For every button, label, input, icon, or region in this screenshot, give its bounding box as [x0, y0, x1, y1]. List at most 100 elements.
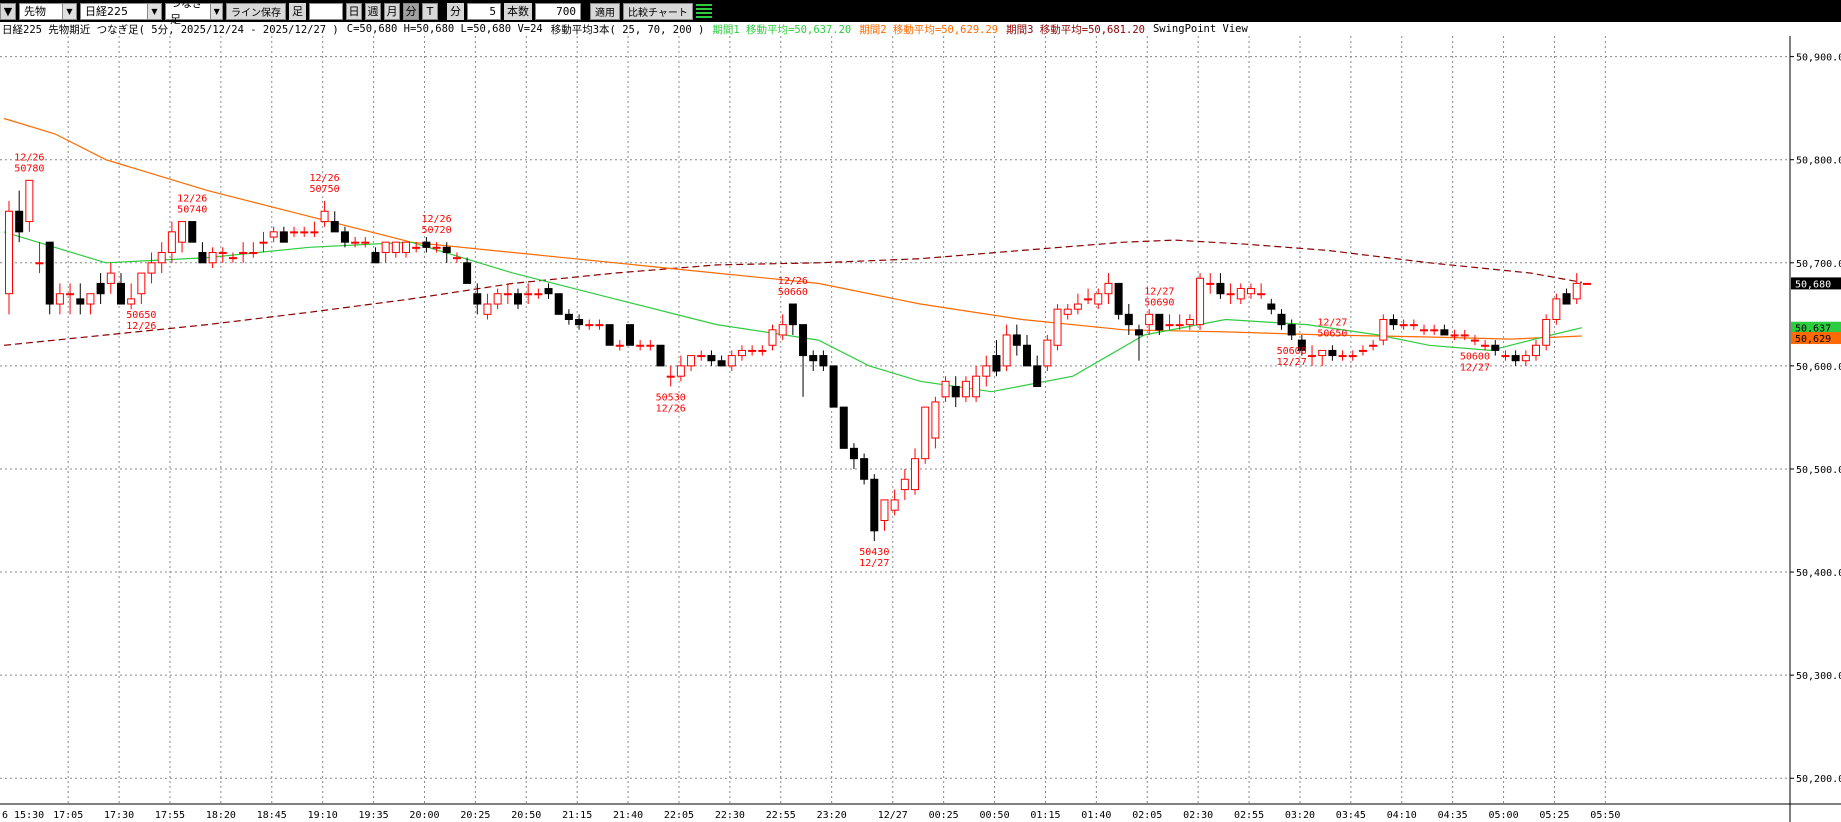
x-tick-label: 04:35 [1438, 810, 1468, 821]
swing-point-price: 50720 [422, 225, 452, 236]
candle-body [218, 251, 227, 254]
symbol-select[interactable]: 日経225 ▼ [80, 2, 162, 20]
candle-body [381, 241, 390, 253]
candle-body [1124, 313, 1133, 326]
candle-body [35, 262, 44, 265]
swing-point-price: 50530 [656, 392, 686, 403]
candle-body [625, 324, 634, 346]
period-month-button[interactable]: 月 [384, 2, 400, 20]
swing-point-price: 50780 [14, 163, 44, 174]
market-select[interactable]: 先物 ▼ [19, 2, 77, 20]
candle-body [412, 246, 421, 249]
candle-body [697, 355, 706, 358]
candle-body [1430, 329, 1439, 332]
candle-body [1114, 282, 1123, 315]
minute-label: 分 [447, 2, 464, 20]
chart-type-select[interactable]: つなぎ足 ▼ [165, 0, 223, 26]
candle-body [1511, 355, 1520, 362]
swing-point-date: 12/26 [656, 403, 686, 414]
swing-point-date: 12/27 [1277, 357, 1307, 368]
bars-label: 本数 [504, 2, 532, 20]
period-tick-button[interactable]: T [422, 2, 438, 20]
candle-body [1440, 329, 1449, 336]
candlestick-chart[interactable]: 50,200.00 50,300.00 50,400.00 50,500.00 50,6… [0, 36, 1841, 822]
candle-body [279, 231, 288, 243]
x-tick-label: 22:55 [766, 810, 796, 821]
swing-point-price: 50750 [310, 184, 340, 195]
toolbar: ▼ 先物 ▼ 日経225 ▼ つなぎ足 ▼ ライン保存 足 日 週 月 分 T … [0, 0, 1841, 26]
swingpoint-view-toggle[interactable]: SwingPoint View [1152, 23, 1248, 35]
candle-body [839, 406, 848, 449]
candle-body [106, 272, 115, 284]
candle-body [809, 355, 818, 362]
swing-point-date: 12/26 [177, 194, 207, 205]
chart-type-select-value: つなぎ足 [170, 0, 203, 26]
candle-body [432, 246, 441, 249]
x-tick-label: 03:20 [1285, 810, 1315, 821]
chevron-down-icon[interactable]: ▼ [147, 3, 161, 19]
candle-body [880, 499, 889, 522]
bars-input[interactable]: 700 [535, 2, 581, 20]
x-tick-label: 04:10 [1387, 810, 1417, 821]
candle-body [1582, 282, 1591, 285]
candle-body [1073, 303, 1082, 310]
ma2-price-tag-bg [1791, 332, 1841, 345]
candle-body [1297, 339, 1306, 351]
candle-body [921, 406, 930, 460]
candle-body [228, 257, 237, 260]
candle-body [452, 257, 461, 260]
ma1-line [3, 231, 1583, 393]
chart-lines-icon[interactable] [695, 3, 712, 19]
swing-point-date: 12/26 [778, 276, 808, 287]
period-minute-button[interactable]: 分 [403, 2, 419, 20]
candle-body [1521, 355, 1530, 362]
chevron-down-icon[interactable]: ▼ [62, 3, 76, 19]
swing-point-price: 50650 [1317, 328, 1347, 339]
y-tick-label: 50,800.00 [1796, 156, 1841, 167]
candle-body [1562, 293, 1571, 305]
candle-body [1267, 303, 1276, 310]
x-tick-label-first: 6 15:30 [2, 810, 44, 821]
candle-body [239, 251, 248, 254]
candle-body [1287, 324, 1296, 336]
compare-chart-button[interactable]: 比較チャート [623, 2, 693, 20]
candle-body [1033, 365, 1042, 387]
candle-body [564, 313, 573, 320]
minute-input[interactable]: 5 [467, 2, 501, 20]
ohlcv-info: C=50,680 H=50,680 L=50,680 V=24 [346, 23, 543, 35]
candle-body [1328, 349, 1337, 357]
candle-body [259, 241, 268, 244]
candle-body [707, 355, 716, 362]
candle-body [1104, 282, 1113, 295]
candle-body [941, 380, 950, 398]
candle-body [727, 355, 736, 367]
candle-body [1470, 339, 1479, 342]
ma3-info: 期間3 移動平均=50,681.20 [1006, 23, 1145, 36]
candle-body [737, 349, 746, 357]
candle-body [748, 349, 757, 352]
chevron-down-icon[interactable]: ▼ [210, 3, 222, 19]
ma2-line [3, 117, 1582, 340]
candle-body [330, 221, 339, 233]
candle-body [524, 293, 533, 296]
candle-body [1399, 324, 1408, 327]
candle-body [1257, 293, 1266, 296]
candle-body [992, 355, 1001, 372]
candle-body [819, 355, 828, 367]
candle-body [951, 385, 960, 398]
candle-body [1277, 313, 1286, 326]
apply-button[interactable]: 適用 [590, 2, 620, 20]
save-layout-button[interactable]: ライン保存 [226, 2, 286, 20]
period-week-button[interactable]: 週 [365, 2, 381, 20]
x-tick-label: 22:30 [715, 810, 745, 821]
candle-body [860, 458, 869, 480]
candle-body [1552, 298, 1561, 320]
period-day-button[interactable]: 日 [346, 2, 362, 20]
candle-body [666, 375, 675, 378]
x-tick-label: 01:15 [1030, 810, 1060, 821]
candle-body [320, 210, 329, 223]
candle-body [371, 251, 380, 264]
bar-count-input[interactable] [309, 2, 343, 20]
menu-arrow-icon[interactable]: ▼ [0, 2, 16, 20]
candle-body [503, 293, 512, 296]
